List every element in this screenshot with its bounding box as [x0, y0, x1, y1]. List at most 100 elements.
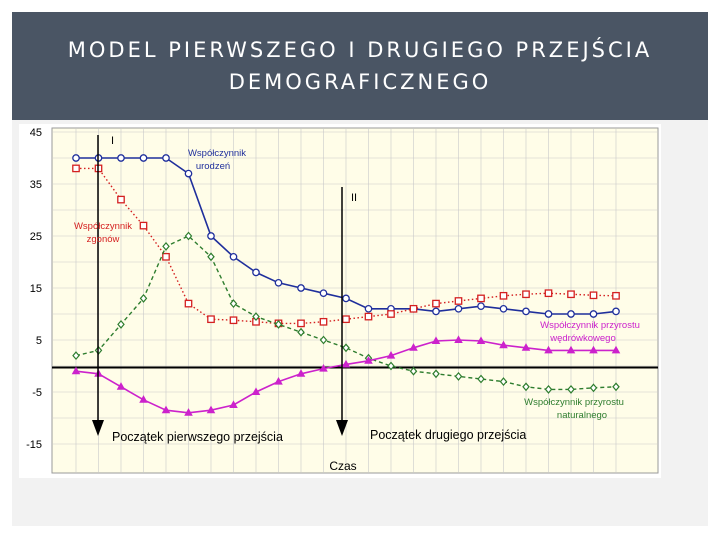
data-point [72, 164, 80, 173]
data-point [454, 335, 463, 344]
data-point [364, 356, 373, 364]
birth-label-line-2: urodzeń [196, 161, 230, 172]
y-tick-label: 5 [36, 335, 42, 347]
data-point [207, 232, 215, 240]
data-point [274, 376, 283, 385]
phase-2-arrow-head [336, 420, 348, 436]
data-point [364, 312, 373, 321]
data-point [589, 345, 598, 354]
data-point [476, 336, 486, 345]
data-point [454, 371, 463, 381]
data-point [72, 154, 80, 162]
data-point [319, 317, 328, 326]
data-point [499, 291, 508, 300]
data-point [296, 369, 306, 377]
data-point [589, 310, 598, 318]
data-point [431, 336, 441, 345]
data-point [319, 363, 328, 372]
data-point [409, 304, 418, 313]
data-point [161, 405, 171, 414]
data-point [612, 291, 620, 300]
data-point [612, 307, 620, 316]
data-point [252, 312, 260, 322]
data-point [162, 252, 170, 261]
data-point [342, 343, 350, 353]
data-point [71, 366, 81, 375]
data-point [544, 289, 553, 298]
data-point [477, 294, 485, 303]
data-point [184, 231, 193, 241]
data-point [364, 304, 373, 313]
phase-2-label: II [351, 192, 357, 204]
y-tick-label: 15 [30, 283, 42, 295]
migration-label-line-1: Współczynnik przyrostu [540, 320, 640, 331]
phase-1-label: I [111, 135, 114, 147]
series-4 [71, 335, 621, 416]
data-point [521, 343, 531, 351]
data-point [499, 377, 508, 387]
slide-title-line-1: MODEL PIERWSZEGO I DRUGIEGO PRZEJŚCIA [67, 38, 653, 62]
natural-label-line-2: naturalnego [557, 410, 607, 421]
data-point [522, 382, 530, 392]
data-point [229, 400, 238, 409]
data-point [477, 374, 485, 384]
series-1 [72, 154, 620, 318]
data-point [206, 405, 216, 414]
data-point [319, 289, 328, 298]
data-point [207, 252, 215, 262]
y-tick-label: 25 [30, 231, 42, 243]
data-point [409, 343, 418, 351]
data-point [589, 383, 598, 393]
phase-2-marker: II Początek drugiego przejścia [336, 187, 526, 442]
slide-title-line-2: DEMOGRAFICZNEGO [228, 70, 492, 94]
data-point [117, 195, 125, 204]
y-axis-tick-labels: 45 35 25 15 5 -5 -15 [26, 127, 42, 451]
data-point [162, 241, 170, 251]
data-point [409, 366, 418, 376]
data-point [611, 345, 621, 354]
death-series-label: Współczynnik zgonów [74, 221, 132, 245]
data-point [567, 384, 575, 394]
y-tick-label: 45 [30, 127, 42, 139]
data-point [589, 291, 598, 300]
data-point [342, 315, 350, 324]
data-point [386, 350, 396, 359]
data-point [252, 268, 260, 277]
series-3 [72, 231, 620, 394]
y-tick-label: 35 [30, 179, 42, 191]
data-point [184, 408, 193, 416]
data-point [567, 310, 575, 318]
data-point [297, 327, 305, 337]
data-point [117, 319, 125, 329]
plot-area [51, 127, 659, 474]
data-point [341, 359, 351, 368]
data-point [139, 395, 148, 403]
data-point [454, 304, 463, 313]
data-point [139, 154, 148, 162]
data-point [567, 290, 575, 299]
data-point [139, 221, 148, 230]
series-lines [71, 154, 621, 416]
y-tick-label: -15 [26, 439, 42, 451]
data-point [229, 299, 238, 309]
data-point [184, 299, 193, 308]
data-point [544, 345, 553, 354]
natural-series-label: Współczynnik przyrostu naturalnego [524, 397, 624, 421]
start-1-label: Początek pierwszego przejścia [112, 430, 283, 444]
data-point [499, 304, 508, 313]
data-point [297, 284, 305, 292]
data-point [162, 154, 170, 162]
migration-label-line-2: wędrówkowego [549, 333, 615, 344]
data-point [387, 361, 395, 371]
data-point [342, 294, 350, 303]
data-point [387, 310, 395, 318]
migration-series-label: Współczynnik przyrostu wędrówkowego [540, 320, 640, 344]
data-point [229, 252, 238, 261]
birth-series-label: Współczynnik urodzeń [188, 148, 246, 172]
title-bar: MODEL PIERWSZEGO I DRUGIEGO PRZEJŚCIA DE… [12, 12, 708, 120]
data-point [207, 315, 215, 324]
data-point [432, 299, 440, 308]
data-point [72, 351, 80, 361]
data-point [566, 345, 576, 354]
data-point [229, 316, 238, 325]
